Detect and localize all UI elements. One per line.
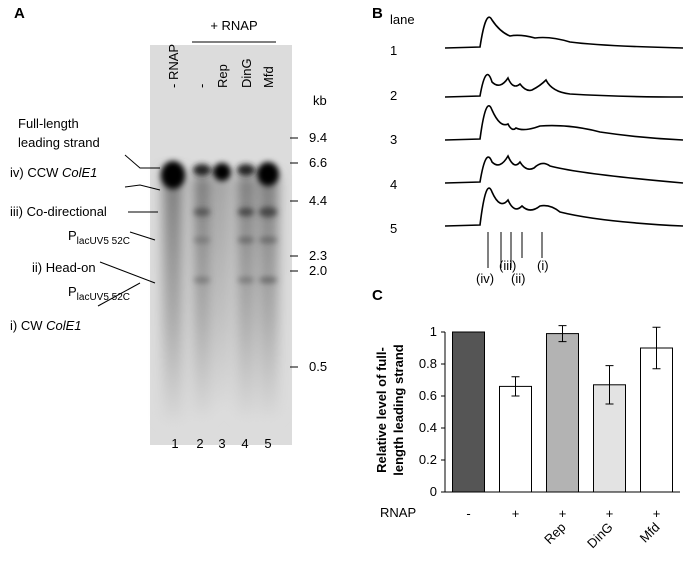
peak-label: (i) — [537, 258, 549, 273]
error-bar — [511, 376, 520, 397]
gel-smears — [163, 170, 278, 420]
band-label: Full-length — [18, 116, 79, 131]
traces — [444, 16, 684, 227]
lane-numbers: 1 2 3 4 5 — [171, 436, 271, 451]
band-label: ii) Head-on — [32, 260, 96, 275]
treatment-label: DinG — [584, 520, 616, 552]
y-tick-label: 0.2 — [419, 452, 437, 467]
panel-letter: C — [372, 287, 383, 304]
band-label: PlacUV5 52C — [68, 228, 130, 247]
x-tick-label: + — [606, 506, 614, 521]
y-axis-label: length leading strand — [391, 344, 406, 476]
y-tick-label: 0.4 — [419, 420, 437, 435]
bar — [452, 331, 485, 493]
lane-number: 1 — [390, 43, 397, 58]
size-marker: 9.4 — [309, 130, 327, 145]
error-bar — [605, 365, 614, 405]
lane-header: - RNAP — [166, 44, 181, 88]
lane-number: 4 — [390, 177, 397, 192]
x-tick-label: - — [466, 506, 470, 521]
peak-label: (iii) — [499, 258, 516, 273]
bar — [640, 347, 673, 493]
error-bar — [558, 325, 567, 343]
band-label: PlacUV5 52C — [68, 284, 130, 303]
size-markers — [290, 137, 298, 368]
lane-number: 4 — [241, 436, 248, 451]
y-tick-label: 0.8 — [419, 356, 437, 371]
pointer-lines — [97, 154, 161, 307]
size-unit: kb — [313, 93, 327, 108]
y-tick-label: 0.6 — [419, 388, 437, 403]
x-tick-label: + — [653, 506, 661, 521]
band-label: iii) Co-directional — [10, 204, 107, 219]
error-bar — [652, 326, 661, 370]
panel-letter: A — [14, 5, 25, 22]
lane-number: 3 — [218, 436, 225, 451]
lane-number: 3 — [390, 132, 397, 147]
peak-markers — [487, 232, 543, 268]
size-marker: 2.3 — [309, 248, 327, 263]
size-marker: 6.6 — [309, 155, 327, 170]
peak-label: (iv) — [476, 271, 494, 286]
lane-header: Mfd — [261, 66, 276, 88]
size-marker: 0.5 — [309, 359, 327, 374]
size-marker: 2.0 — [309, 263, 327, 278]
lane-header: DinG — [239, 58, 254, 88]
lane-title: lane — [390, 12, 415, 27]
lane-number: 1 — [171, 436, 178, 451]
panel-a: A + RNAP - RNAP - Rep DinG Mfd kb 9.4 — [10, 5, 327, 451]
band-label: leading strand — [18, 135, 100, 150]
peak-labels: (iv) (iii) (ii) (i) — [476, 258, 549, 286]
treatment-label: Rep — [541, 520, 568, 547]
panel-letter: B — [372, 5, 383, 22]
lane-number: 2 — [196, 436, 203, 451]
lane-number: 5 — [264, 436, 271, 451]
x-tick-label: + — [559, 506, 567, 521]
x-tick-label: + — [512, 506, 520, 521]
group-header: + RNAP — [210, 18, 257, 33]
band-label: i) CW ColE1 — [10, 318, 82, 333]
lane-number: 2 — [390, 88, 397, 103]
bar — [499, 385, 532, 493]
y-axis-label: Relative level of full- — [374, 347, 389, 473]
y-tick-label: 1 — [430, 324, 437, 339]
size-marker: 4.4 — [309, 193, 327, 208]
y-tick-label: 0 — [430, 484, 437, 499]
lane-header: - — [194, 84, 209, 88]
band-labels: Full-length leading strand iv) CCW ColE1… — [10, 116, 130, 333]
peak-label: (ii) — [511, 271, 525, 286]
gel-bands — [161, 161, 279, 283]
band-label: iv) CCW ColE1 — [10, 165, 97, 180]
lane-headers: - RNAP - Rep DinG Mfd — [166, 44, 276, 88]
lane-header: Rep — [215, 64, 230, 88]
trace-lane-numbers: 1 2 3 4 5 — [390, 43, 397, 236]
panel-b: B lane 1 2 3 4 5 (iv) (iii) (ii) (i) — [372, 5, 684, 286]
panel-c: C Relative level of full- length leading… — [372, 287, 680, 551]
lane-number: 5 — [390, 221, 397, 236]
treatment-label: Mfd — [637, 520, 663, 546]
bar — [546, 333, 579, 493]
row-label: RNAP — [380, 505, 416, 520]
